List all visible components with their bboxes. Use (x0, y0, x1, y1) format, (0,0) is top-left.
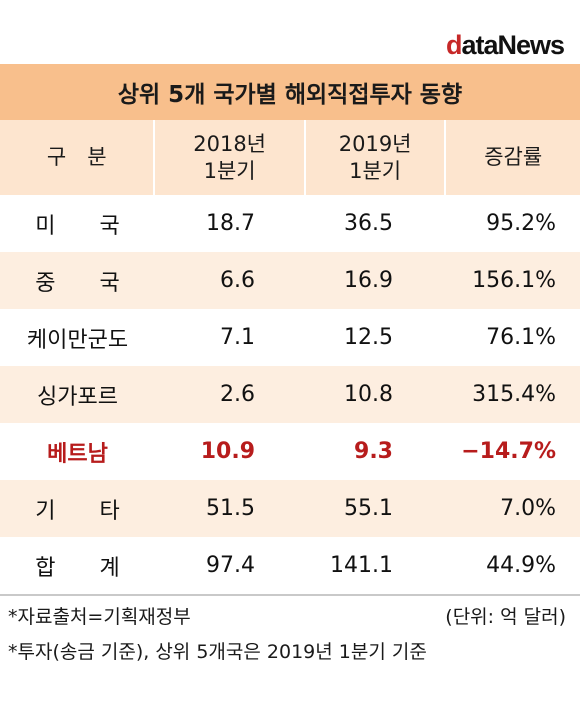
row-change-rate: 7.0% (500, 496, 556, 521)
header-2018-quarter: 1분기 (203, 158, 256, 183)
row-change-rate: −14.7% (461, 439, 556, 464)
table-row-usa: 미 국 18.7 36.5 95.2% (0, 195, 580, 252)
row-value-2019: 141.1 (330, 553, 393, 578)
table-header-row: 구 분 2018년 1분기 2019년 1분기 증감률 (0, 120, 580, 195)
header-2019-year: 2019년 (338, 131, 412, 156)
row-value-2018: 18.7 (206, 211, 255, 236)
datanews-logo: dataNews (445, 30, 565, 60)
row-value-2019: 16.9 (344, 268, 393, 293)
row-name: 케이만군도 (26, 327, 129, 353)
row-value-2018: 6.6 (220, 268, 255, 293)
row-value-2018: 2.6 (220, 382, 255, 407)
header-2019: 2019년 1분기 (303, 120, 445, 195)
row-name: 베트남 (47, 441, 108, 467)
row-value-2018: 7.1 (220, 325, 255, 350)
row-change-rate: 95.2% (486, 211, 556, 236)
row-value-2018: 97.4 (206, 553, 255, 578)
header-2018: 2018년 1분기 (153, 120, 303, 195)
table-row-singapore: 싱가포르 2.6 10.8 315.4% (0, 366, 580, 423)
logo-text: ataNews (461, 30, 565, 60)
row-name: 미 국 (35, 213, 120, 239)
table-row-cayman: 케이만군도 7.1 12.5 76.1% (0, 309, 580, 366)
row-value-2019: 9.3 (354, 439, 393, 464)
row-name: 합 계 (35, 555, 120, 581)
row-change-rate: 156.1% (472, 268, 556, 293)
footnote: *투자(송금 기준), 상위 5개국은 2019년 1분기 기준 (8, 641, 427, 663)
header-2018-year: 2018년 (193, 131, 266, 156)
table-row-china: 중 국 6.6 16.9 156.1% (0, 252, 580, 309)
unit-note: (단위: 억 달러) (445, 606, 566, 628)
row-change-rate: 44.9% (486, 553, 556, 578)
row-change-rate: 76.1% (486, 325, 556, 350)
source-note: *자료출처=기획재정부 (8, 606, 191, 628)
table-title: 상위 5개 국가별 해외직접투자 동향 (0, 64, 580, 120)
table-row-vietnam: 베트남 10.9 9.3 −14.7% (0, 423, 580, 480)
row-value-2019: 36.5 (344, 211, 393, 236)
row-value-2019: 10.8 (344, 382, 393, 407)
header-category-label: 구 분 (46, 145, 107, 169)
header-change-rate: 증감률 (444, 120, 580, 195)
table-body: 미 국 18.7 36.5 95.2% 중 국 6.6 16.9 156.1% … (0, 195, 580, 594)
header-change-rate-label: 증감률 (484, 145, 543, 169)
row-value-2018: 51.5 (206, 496, 255, 521)
row-value-2019: 12.5 (344, 325, 393, 350)
row-name: 기 타 (35, 498, 120, 524)
table-bottom-rule (0, 594, 580, 596)
row-value-2019: 55.1 (344, 496, 393, 521)
row-value-2018: 10.9 (200, 439, 255, 464)
table-row-total: 합 계 97.4 141.1 44.9% (0, 537, 580, 594)
row-change-rate: 315.4% (472, 382, 556, 407)
header-2019-quarter: 1분기 (349, 158, 402, 183)
row-name: 중 국 (35, 270, 120, 296)
row-name: 싱가포르 (37, 384, 118, 410)
table-row-others: 기 타 51.5 55.1 7.0% (0, 480, 580, 537)
header-category: 구 분 (0, 120, 153, 195)
logo-letter-d: d (445, 30, 462, 60)
